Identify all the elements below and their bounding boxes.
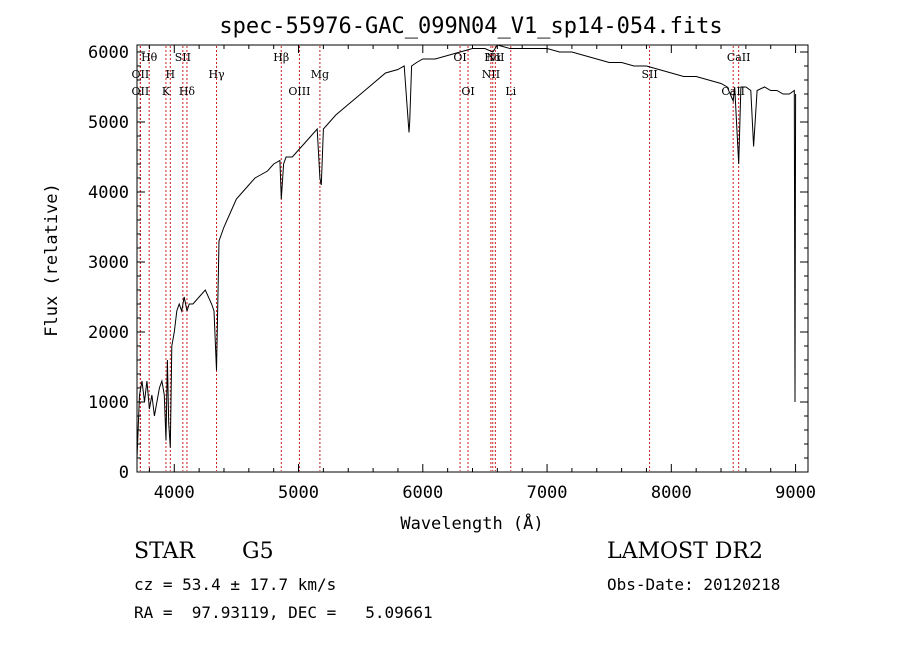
marker-label-0: Hθ <box>141 51 158 64</box>
line-markers: HθOIIOIIHKSIIHδHγHβMgOIIIOIOIHαNIINIILiS… <box>131 46 750 471</box>
marker-label-9: Mg <box>311 68 329 81</box>
marker-label-5: SII <box>175 51 191 64</box>
marker-label-2: OII <box>131 85 149 98</box>
chart-title: spec-55976-GAC_099N04_V1_sp14-054.fits <box>219 14 722 39</box>
x-tick-label-0: 4000 <box>154 483 195 503</box>
y-tick-label-2: 2000 <box>88 323 129 343</box>
x-tick-label-1: 5000 <box>278 483 319 503</box>
marker-label-18: CaII <box>727 51 751 64</box>
marker-label-6: Hδ <box>179 85 196 98</box>
y-axis-ticks: 0 1000 2000 3000 4000 5000 6000 <box>88 43 808 483</box>
x-tick-label-2: 6000 <box>402 483 443 503</box>
series-line-0 <box>136 44 797 459</box>
y-tick-label-0: 0 <box>119 463 129 483</box>
marker-label-10: OIII <box>288 85 310 98</box>
x-tick-label-3: 7000 <box>527 483 568 503</box>
object-subclass: G5 <box>242 539 274 564</box>
marker-label-11: OI <box>453 51 466 64</box>
coordinates: RA = 97.93119, DEC = 5.09661 <box>134 603 433 622</box>
marker-label-15: NII <box>482 68 500 81</box>
marker-label-3: H <box>166 68 176 81</box>
x-axis-label: Wavelength (Å) <box>400 512 543 534</box>
y-tick-label-5: 5000 <box>88 113 129 133</box>
survey-name: LAMOST DR2 <box>607 539 763 564</box>
marker-label-14: NII <box>486 51 504 64</box>
marker-label-8: Hβ <box>273 51 289 64</box>
marker-label-17: SII <box>641 68 657 81</box>
x-tick-label-4: 8000 <box>651 483 692 503</box>
redshift-velocity: cz = 53.4 ± 17.7 km/s <box>134 575 337 594</box>
marker-label-7: Hγ <box>208 68 225 81</box>
marker-label-12: OI <box>461 85 474 98</box>
y-tick-label-3: 3000 <box>88 253 129 273</box>
plot-frame <box>136 44 809 473</box>
x-tick-label-5: 9000 <box>775 483 816 503</box>
y-axis-label: Flux (relative) <box>42 183 62 337</box>
marker-label-13: Hα <box>484 51 502 64</box>
marker-label-4: K <box>162 85 171 98</box>
x-axis-ticks: 4000 5000 6000 7000 8000 9000 <box>148 45 816 503</box>
y-tick-label-4: 4000 <box>88 183 129 203</box>
marker-label-16: Li <box>505 85 516 98</box>
observation-date: Obs-Date: 20120218 <box>607 575 781 594</box>
object-class: STAR <box>134 539 195 564</box>
y-tick-label-1: 1000 <box>88 393 129 413</box>
spectrum-series <box>136 44 797 459</box>
y-tick-label-6: 6000 <box>88 43 129 63</box>
